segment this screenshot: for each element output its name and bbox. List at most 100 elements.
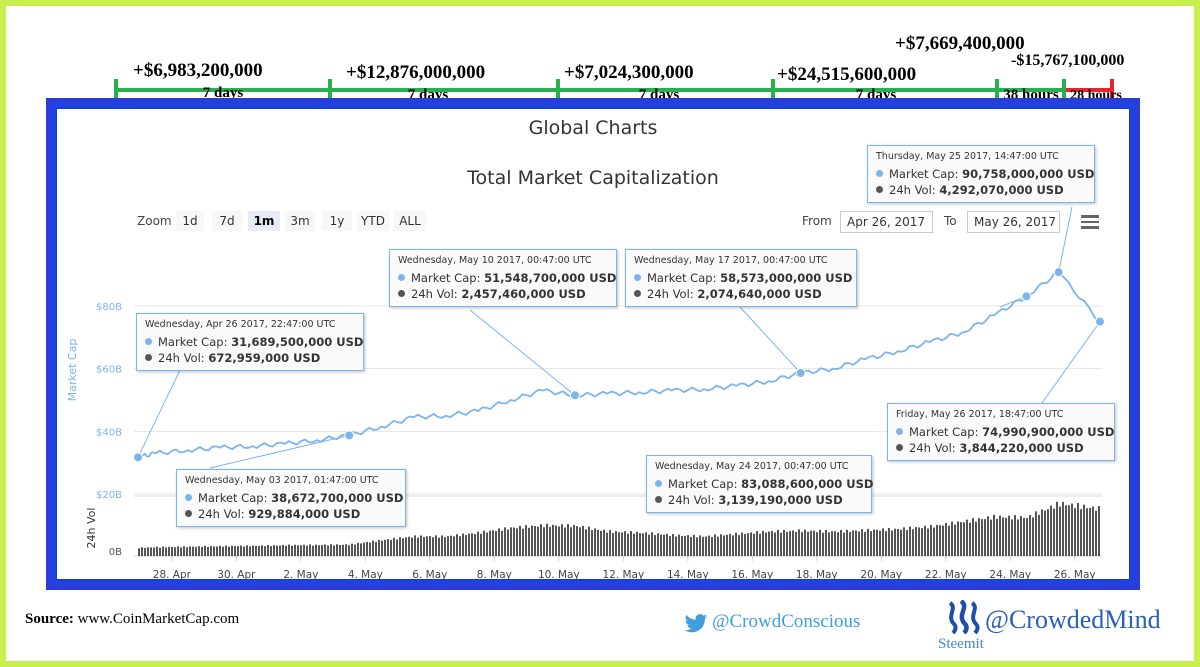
volume-bar	[663, 534, 665, 556]
volume-bar	[768, 531, 770, 556]
volume-bar	[552, 524, 554, 556]
volume-bar	[531, 525, 533, 556]
zoom-1m-button[interactable]: 1m	[248, 211, 280, 231]
highlight-point	[344, 430, 355, 441]
volume-bar	[912, 529, 914, 556]
x-tick-label: 8. May	[477, 569, 512, 581]
source-url[interactable]: www.CoinMarketCap.com	[77, 611, 240, 627]
volume-bar	[657, 533, 659, 556]
volume-bar	[753, 533, 755, 556]
y-axis-title: Market Cap	[66, 339, 79, 402]
volume-bar	[246, 545, 248, 556]
volume-bar	[843, 532, 845, 556]
segment-tick	[1062, 79, 1066, 101]
volume-bar	[651, 532, 653, 556]
zoom-1y-button[interactable]: 1y	[322, 211, 352, 231]
x-tick-label: 4. May	[348, 569, 383, 581]
volume-bar	[264, 546, 266, 556]
volume-bar	[474, 534, 476, 556]
twitter-handle[interactable]: @CrowdConscious	[712, 611, 861, 632]
volume-bar	[333, 545, 335, 556]
zoom-7d-button[interactable]: 7d	[212, 211, 242, 231]
volume-bar	[1077, 503, 1079, 556]
steemit-handle[interactable]: @CrowdedMind	[985, 605, 1161, 634]
volume-bar	[969, 522, 971, 556]
tooltip-cap-label: Market Cap:	[198, 491, 268, 505]
tooltip-apr-26: Wednesday, Apr 26 2017, 22:47:00 UTC Mar…	[136, 313, 364, 371]
from-label: From	[802, 214, 832, 228]
volume-bar	[942, 525, 944, 556]
volume-bar	[417, 537, 419, 556]
x-tick-label: 26. May	[1054, 569, 1096, 581]
tooltip-connector	[739, 306, 802, 374]
volume-bar	[216, 546, 218, 556]
volume-bar	[951, 521, 953, 556]
segment-duration-1: 7 days	[202, 85, 244, 101]
chart-heading: Global Charts	[528, 117, 658, 139]
to-date-input[interactable]: May 26, 2017	[967, 211, 1060, 233]
tooltip-connector	[209, 434, 350, 469]
market-cap-dot-icon	[145, 338, 152, 345]
zoom-1d-button[interactable]: 1d	[176, 211, 204, 231]
volume-bar	[885, 531, 887, 556]
volume-bar	[1068, 505, 1070, 556]
tooltip-date: Thursday, May 25 2017, 14:47:00 UTC	[876, 151, 1059, 162]
tooltip-connector	[1041, 321, 1101, 404]
volume-bar	[198, 546, 200, 556]
volume-bar	[447, 536, 449, 556]
twitter-bird-icon[interactable]	[684, 612, 708, 636]
zoom-all-button[interactable]: ALL	[394, 211, 426, 231]
volume-bar	[927, 528, 929, 556]
volume-bar	[918, 527, 920, 556]
volume-bar	[819, 529, 821, 556]
volume-bar	[672, 533, 674, 556]
volume-bar	[759, 533, 761, 556]
volume-bar	[792, 530, 794, 556]
volume-bar	[507, 529, 509, 556]
volume-bar	[366, 541, 368, 556]
volume-bar	[576, 526, 578, 556]
volume-bar	[681, 535, 683, 556]
volume-bar	[393, 537, 395, 556]
volume-bar	[153, 547, 155, 556]
volume-bar	[168, 546, 170, 556]
zoom-ytd-button[interactable]: YTD	[357, 211, 389, 231]
volume-bar	[1047, 509, 1049, 556]
volume-bar	[645, 532, 647, 556]
volume-bar	[1080, 509, 1082, 556]
tooltip-may-10: Wednesday, May 10 2017, 00:47:00 UTC Mar…	[389, 249, 617, 307]
volume-bar	[915, 527, 917, 556]
market-cap-line	[137, 271, 1101, 461]
volume-bar	[1059, 506, 1061, 556]
volume-bar	[708, 535, 710, 556]
volume-bar	[654, 535, 656, 556]
volume-bar	[864, 531, 866, 556]
volume-bar	[1026, 518, 1028, 556]
volume-bar	[699, 535, 701, 556]
volume-bar	[378, 539, 380, 556]
tooltip-connector	[469, 309, 576, 396]
tooltip-date: Wednesday, May 24 2017, 00:47:00 UTC	[655, 461, 849, 472]
volume-bar	[279, 545, 281, 556]
highlight-point	[133, 452, 143, 463]
tooltip-cap-label: Market Cap:	[668, 477, 738, 491]
zoom-3m-button[interactable]: 3m	[285, 211, 315, 231]
hamburger-menu-icon[interactable]	[1081, 215, 1099, 229]
volume-bar	[771, 530, 773, 556]
tooltip-cap-label: Market Cap:	[909, 425, 979, 439]
volume-bar	[318, 545, 320, 556]
volume-bar	[363, 542, 365, 556]
tooltip-vol-label: 24h Vol:	[198, 507, 245, 521]
volume-bar	[1095, 510, 1097, 556]
x-tick-label: 22. May	[925, 569, 967, 581]
volume-bar	[861, 529, 863, 556]
volume-bar	[288, 544, 290, 556]
volume-bar	[1002, 517, 1004, 556]
volume-bar	[945, 522, 947, 556]
volume-bar	[360, 543, 362, 556]
tooltip-cap-value: 90,758,000,000 USD	[962, 167, 1095, 181]
volume-bar	[669, 536, 671, 556]
volume-bar	[765, 532, 767, 556]
from-date-input[interactable]: Apr 26, 2017	[840, 211, 933, 233]
